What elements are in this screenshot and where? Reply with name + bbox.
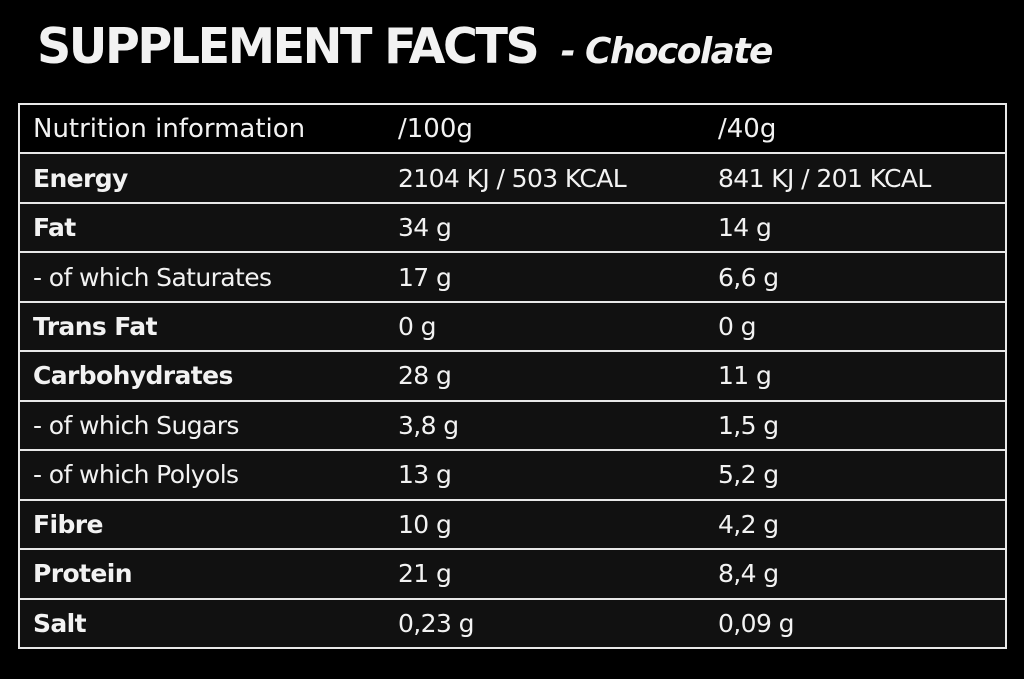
value-per-100g: 21 g (398, 559, 452, 589)
value-per-40g: 4,2 g (718, 509, 779, 539)
table-row-salt: Salt 0,23 g 0,09 g (20, 599, 1005, 647)
nutrient-label: - of which Saturates (33, 262, 272, 292)
value-per-100g: 13 g (398, 460, 452, 490)
table-row-trans-fat: Trans Fat 0 g 0 g (20, 302, 1005, 351)
nutrient-label: Energy (33, 163, 128, 193)
value-per-40g: 6,6 g (718, 262, 779, 292)
table-row-protein: Protein 21 g 8,4 g (20, 550, 1005, 598)
nutrient-label: Fat (33, 213, 76, 243)
value-per-100g: 17 g (398, 262, 452, 292)
nutrient-label: Protein (33, 559, 133, 589)
header-per-100g: /100g (398, 113, 473, 144)
value-per-40g: 1,5 g (718, 410, 779, 440)
nutrient-label: - of which Sugars (33, 410, 239, 440)
value-per-100g: 2104 KJ / 503 KCAL (398, 163, 627, 193)
value-per-100g: 34 g (398, 213, 452, 243)
nutrient-label: Salt (33, 608, 87, 638)
value-per-40g: 8,4 g (718, 559, 779, 589)
table-row-polyols: - of which Polyols 13 g 5,2 g (20, 451, 1005, 499)
value-per-40g: 11 g (718, 361, 772, 391)
header-label: Nutrition information (33, 113, 306, 144)
table-row-carbohydrates: Carbohydrates 28 g 11 g (20, 352, 1005, 400)
table-row-fat: Fat 34 g 14 g (20, 203, 1005, 252)
nutrient-label: Trans Fat (33, 312, 158, 342)
value-per-40g: 841 KJ / 201 KCAL (718, 163, 931, 193)
table-row-fibre: Fibre 10 g 4,2 g (20, 500, 1005, 549)
page-title: SUPPLEMENT FACTS - Chocolate (37, 18, 774, 82)
value-per-40g: 0,09 g (718, 608, 794, 638)
table-row-energy: Energy 2104 KJ / 503 KCAL 841 KJ / 201 K… (20, 154, 1005, 202)
title-main: SUPPLEMENT FACTS (37, 18, 540, 75)
table-header-row: Nutrition information /100g /40g (20, 105, 1005, 153)
table-row-saturates: - of which Saturates 17 g 6,6 g (20, 253, 1005, 301)
value-per-100g: 0 g (398, 312, 437, 342)
value-per-100g: 28 g (398, 361, 452, 391)
value-per-100g: 3,8 g (398, 410, 459, 440)
value-per-40g: 0 g (718, 312, 757, 342)
value-per-40g: 14 g (718, 213, 772, 243)
header-per-40g: /40g (718, 113, 777, 144)
nutrient-label: Fibre (33, 509, 103, 539)
nutrient-label: - of which Polyols (33, 460, 239, 490)
title-flavor: - Chocolate (560, 31, 774, 72)
value-per-100g: 10 g (398, 509, 452, 539)
nutrient-label: Carbohydrates (33, 361, 233, 391)
value-per-100g: 0,23 g (398, 608, 474, 638)
value-per-40g: 5,2 g (718, 460, 779, 490)
nutrition-table: Nutrition information /100g /40g Energy … (18, 103, 1007, 649)
table-row-sugars: - of which Sugars 3,8 g 1,5 g (20, 401, 1005, 450)
